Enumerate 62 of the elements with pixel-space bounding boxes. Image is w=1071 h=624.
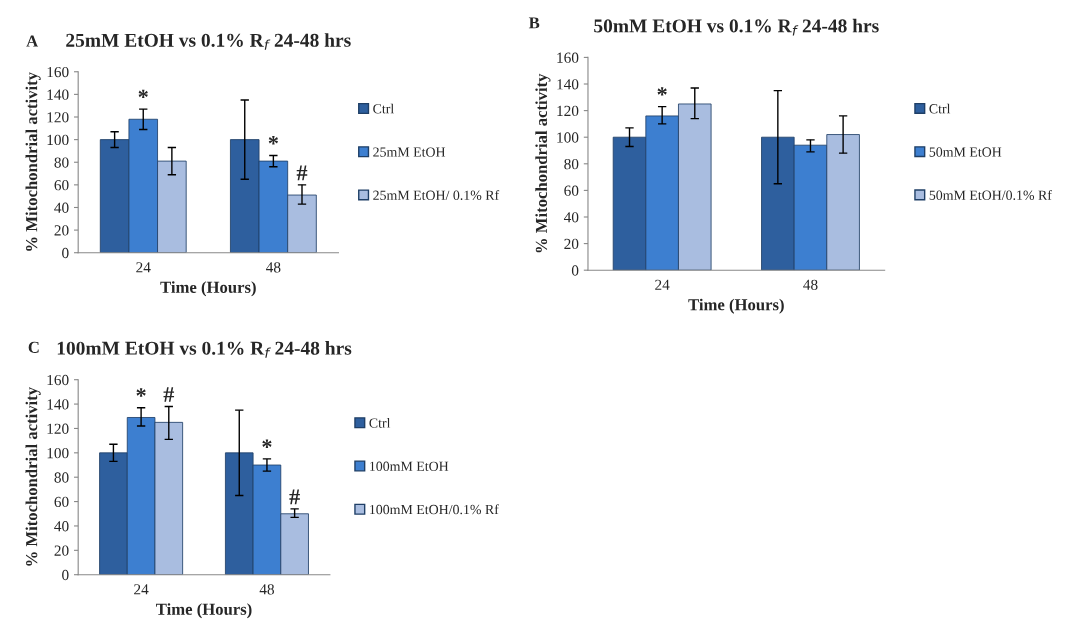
legend-label: 50mM EtOH/0.1% Rf	[929, 190, 1052, 200]
y-tick-label: 160	[557, 52, 579, 63]
annotation: #	[296, 165, 308, 181]
annotation: *	[657, 87, 667, 96]
y-tick-label: 40	[563, 212, 579, 223]
text: A	[26, 35, 39, 47]
annotation: #	[163, 387, 175, 402]
y-tick-label: 80	[564, 158, 579, 170]
y-tick-label: 80	[54, 472, 69, 483]
y-tick-label: 160	[47, 374, 69, 386]
y-tick-label: 120	[47, 112, 69, 123]
legend-label: 100mM EtOH	[370, 461, 449, 471]
chart-title: 50mM EtOH vs 0.1% R$_{f}$ 24-48 hrs	[594, 18, 879, 36]
legend-label: Ctrl	[929, 103, 951, 114]
y-tick-label: 0	[571, 265, 579, 276]
y-tick-label: 160	[47, 66, 69, 78]
y-tick-label: 0	[62, 569, 69, 581]
x-axis-title: Time (Hours)	[160, 281, 256, 297]
legend-label: 25mM EtOH/ 0.1% Rf	[373, 190, 500, 201]
y-tick-label: 100	[557, 132, 579, 143]
chart-title: 100mM EtOH vs 0.1% R$_{f}$ 24-48 hrs	[57, 341, 352, 358]
annotation: #	[289, 489, 300, 505]
x-axis-title: Time (Hours)	[688, 298, 784, 314]
y-tick-label: 120	[557, 105, 579, 117]
annotation: *	[136, 388, 146, 397]
y-tick-label: 60	[54, 180, 69, 191]
y-tick-label: 60	[564, 185, 579, 196]
annotation: *	[268, 136, 278, 145]
legend-label: 100mM EtOH/0.1% Rf	[370, 504, 499, 515]
y-tick-label: 140	[47, 89, 69, 100]
x-tick-label: 48	[803, 279, 818, 290]
legend-label: 50mM EtOH	[929, 147, 1002, 157]
x-tick-label: 48	[266, 262, 281, 273]
y-axis-title: % Mitochondrial activity	[25, 72, 41, 251]
legend-label: Ctrl	[369, 417, 391, 428]
y-tick-label: 120	[47, 423, 69, 434]
y-tick-label: 80	[54, 157, 69, 168]
x-tick-label: 24	[136, 262, 151, 273]
y-tick-label: 20	[54, 225, 69, 236]
y-axis-title: % Mitochondrial activity	[25, 387, 41, 566]
y-axis-title: % Mitochondrial activity	[535, 73, 551, 253]
chart-title: 25mM EtOH vs 0.1% R$_{f}$ 24-48 hrs	[66, 33, 351, 50]
y-tick-label: 0	[62, 247, 69, 259]
y-tick-label: 20	[564, 238, 579, 250]
annotation: *	[138, 89, 148, 99]
legend-label: Ctrl	[373, 103, 394, 114]
x-tick-label: 24	[134, 584, 149, 595]
text: B	[528, 17, 540, 29]
y-tick-label: 100	[47, 134, 69, 146]
y-tick-label: 140	[47, 399, 69, 410]
text: C	[28, 341, 39, 353]
x-tick-label: 24	[655, 279, 670, 290]
legend-label: 25mM EtOH	[373, 147, 446, 157]
y-tick-label: 100	[47, 447, 69, 459]
x-tick-label: 48	[259, 584, 274, 595]
annotation: *	[262, 439, 272, 448]
y-tick-label: 40	[54, 202, 69, 213]
y-tick-label: 40	[54, 521, 69, 532]
y-tick-label: 140	[557, 79, 579, 90]
x-axis-title: Time (Hours)	[156, 603, 252, 619]
y-tick-label: 60	[54, 496, 69, 508]
y-tick-label: 20	[54, 545, 69, 556]
